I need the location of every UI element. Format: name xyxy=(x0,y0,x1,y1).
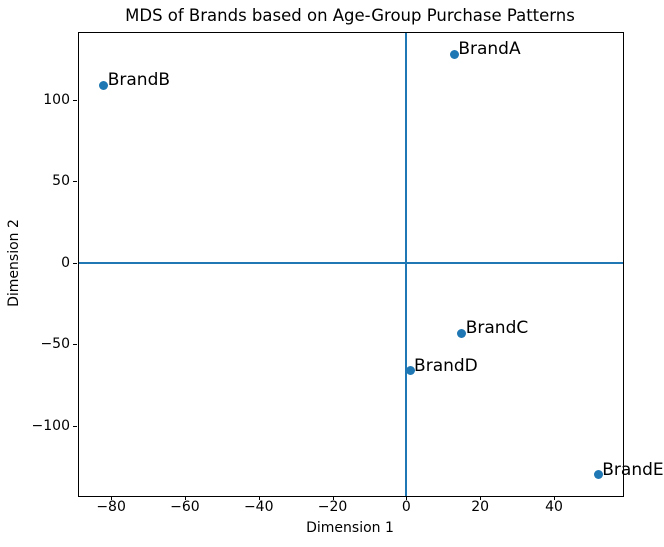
scatter-point-brande xyxy=(593,470,603,480)
x-tick-mark xyxy=(258,496,260,500)
y-tick-label: 50 xyxy=(52,173,70,190)
y-tick-mark xyxy=(73,426,77,427)
scatter-point-brandb xyxy=(99,80,109,90)
x-tick-label: 20 xyxy=(471,499,490,515)
plot-area xyxy=(78,32,624,497)
scatter-point-branda xyxy=(449,49,459,59)
point-label-brande: BrandE xyxy=(602,459,664,480)
x-tick-mark xyxy=(111,496,113,500)
x-tick-label: −60 xyxy=(170,499,200,515)
y-axis-label: Dimension 2 xyxy=(6,219,22,307)
x-tick-mark xyxy=(480,496,482,500)
y-tick-label: 0 xyxy=(61,254,70,271)
scatter-point-brandc xyxy=(457,328,467,338)
y-tick-label: 100 xyxy=(43,91,70,108)
point-label-branda: BrandA xyxy=(458,39,521,60)
x-tick-label: 40 xyxy=(545,499,563,515)
x-tick-label: 0 xyxy=(401,499,411,515)
y-tick-mark xyxy=(73,262,77,264)
scatter-point-brandd xyxy=(405,366,415,376)
x-tick-label: −20 xyxy=(317,499,348,515)
x-tick-mark xyxy=(184,496,186,500)
x-tick-mark xyxy=(553,496,555,500)
point-label-brandb: BrandB xyxy=(107,70,171,91)
x-tick-mark xyxy=(406,496,408,500)
y-tick-mark xyxy=(73,344,77,346)
vertical-reference-line xyxy=(405,33,408,496)
y-tick-label: −100 xyxy=(31,418,70,434)
y-tick-mark xyxy=(73,181,77,183)
point-label-brandc: BrandC xyxy=(465,318,529,339)
x-tick-label: −40 xyxy=(243,499,274,515)
point-label-brandd: BrandD xyxy=(414,355,478,376)
y-tick-mark xyxy=(73,99,77,101)
x-tick-label: −80 xyxy=(96,499,126,515)
x-tick-mark xyxy=(332,496,334,500)
horizontal-reference-line xyxy=(79,261,623,264)
x-axis-label: Dimension 1 xyxy=(306,520,394,536)
chart-title: MDS of Brands based on Age-Group Purchas… xyxy=(125,6,575,25)
y-tick-label: −50 xyxy=(40,336,70,353)
